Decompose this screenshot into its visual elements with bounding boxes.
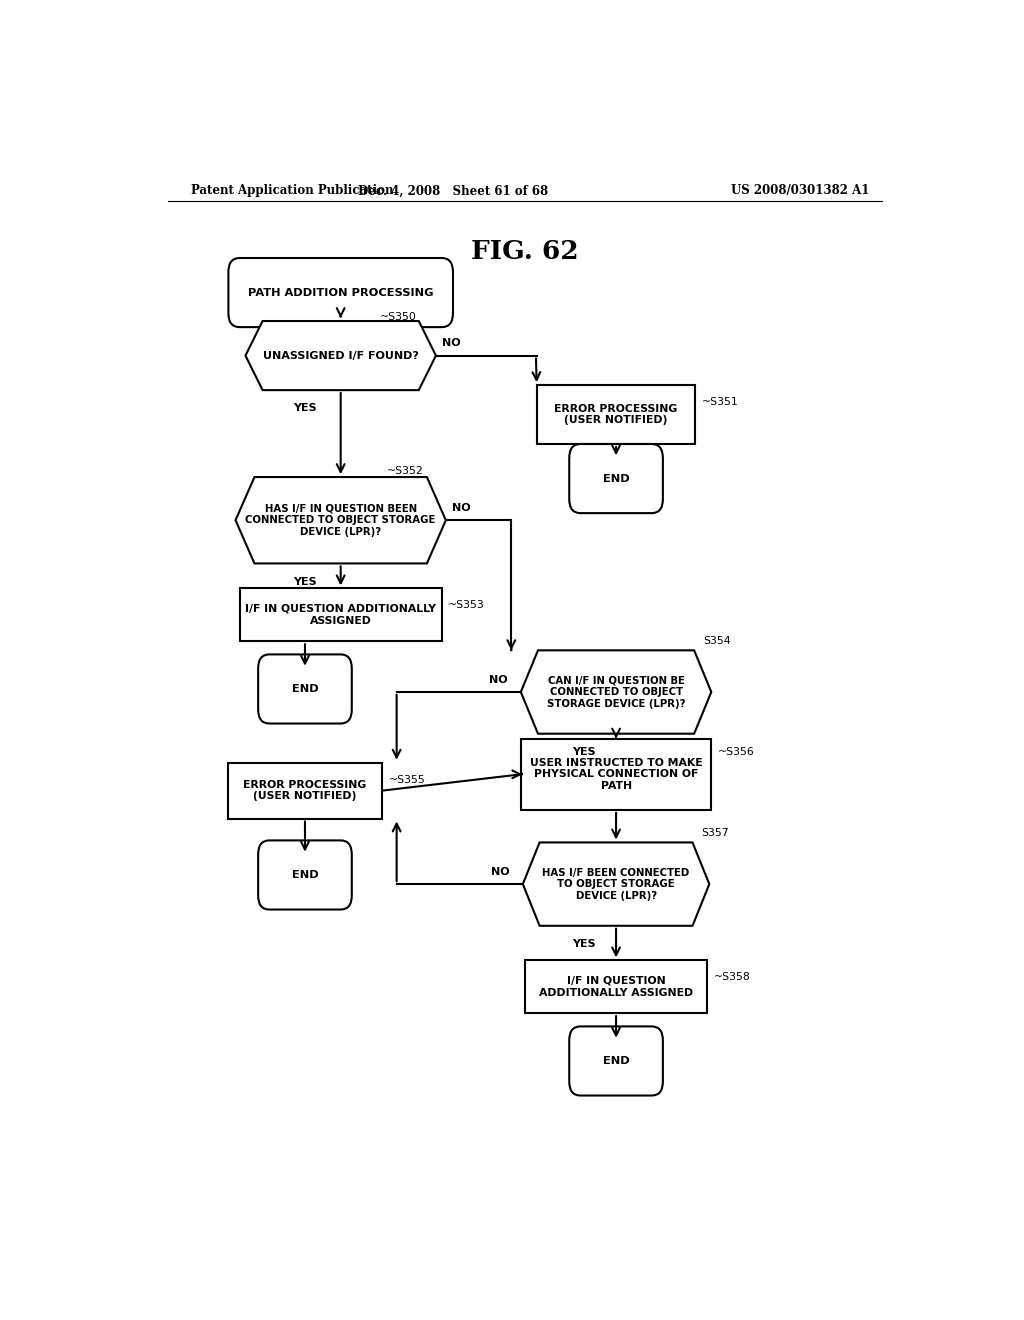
Text: Dec. 4, 2008   Sheet 61 of 68: Dec. 4, 2008 Sheet 61 of 68 [358,185,549,198]
Text: HAS I/F IN QUESTION BEEN
CONNECTED TO OBJECT STORAGE
DEVICE (LPR)?: HAS I/F IN QUESTION BEEN CONNECTED TO OB… [246,504,436,537]
Text: END: END [292,684,318,694]
Text: ~S350: ~S350 [380,312,417,322]
Text: ~S353: ~S353 [449,599,485,610]
Text: USER INSTRUCTED TO MAKE
PHYSICAL CONNECTION OF
PATH: USER INSTRUCTED TO MAKE PHYSICAL CONNECT… [529,758,702,791]
FancyBboxPatch shape [227,763,382,818]
Text: I/F IN QUESTION ADDITIONALLY
ASSIGNED: I/F IN QUESTION ADDITIONALLY ASSIGNED [245,605,436,626]
Text: Patent Application Publication: Patent Application Publication [191,185,394,198]
FancyBboxPatch shape [537,385,695,444]
Text: S357: S357 [701,828,729,838]
Text: FIG. 62: FIG. 62 [471,239,579,264]
FancyBboxPatch shape [258,655,352,723]
Text: END: END [603,474,630,483]
Text: END: END [292,870,318,880]
Text: HAS I/F BEEN CONNECTED
TO OBJECT STORAGE
DEVICE (LPR)?: HAS I/F BEEN CONNECTED TO OBJECT STORAGE… [543,867,690,900]
Polygon shape [521,651,712,734]
Text: NO: NO [442,338,461,348]
Text: US 2008/0301382 A1: US 2008/0301382 A1 [731,185,869,198]
FancyBboxPatch shape [569,444,663,513]
Text: END: END [603,1056,630,1067]
Polygon shape [246,321,436,391]
Text: NO: NO [453,503,471,513]
FancyBboxPatch shape [258,841,352,909]
Text: ERROR PROCESSING
(USER NOTIFIED): ERROR PROCESSING (USER NOTIFIED) [554,404,678,425]
Text: NO: NO [489,675,508,685]
Text: I/F IN QUESTION
ADDITIONALLY ASSIGNED: I/F IN QUESTION ADDITIONALLY ASSIGNED [539,975,693,998]
Text: S354: S354 [703,636,731,647]
Text: PATH ADDITION PROCESSING: PATH ADDITION PROCESSING [248,288,433,297]
Text: YES: YES [293,404,316,413]
FancyBboxPatch shape [240,589,442,642]
FancyBboxPatch shape [569,1027,663,1096]
Text: YES: YES [293,577,316,586]
Text: YES: YES [572,747,596,756]
FancyBboxPatch shape [228,257,453,327]
Text: ~S352: ~S352 [387,466,424,477]
Text: UNASSIGNED I/F FOUND?: UNASSIGNED I/F FOUND? [263,351,419,360]
Text: ~S355: ~S355 [389,775,425,785]
FancyBboxPatch shape [521,739,712,810]
Text: ~S351: ~S351 [701,397,738,408]
Polygon shape [236,477,445,564]
Text: ERROR PROCESSING
(USER NOTIFIED): ERROR PROCESSING (USER NOTIFIED) [244,780,367,801]
Text: CAN I/F IN QUESTION BE
CONNECTED TO OBJECT
STORAGE DEVICE (LPR)?: CAN I/F IN QUESTION BE CONNECTED TO OBJE… [547,676,685,709]
Text: ~S356: ~S356 [718,747,755,756]
FancyBboxPatch shape [524,961,708,1014]
Text: YES: YES [572,939,596,949]
Text: NO: NO [492,867,510,876]
Text: ~S358: ~S358 [714,972,751,982]
Polygon shape [523,842,710,925]
